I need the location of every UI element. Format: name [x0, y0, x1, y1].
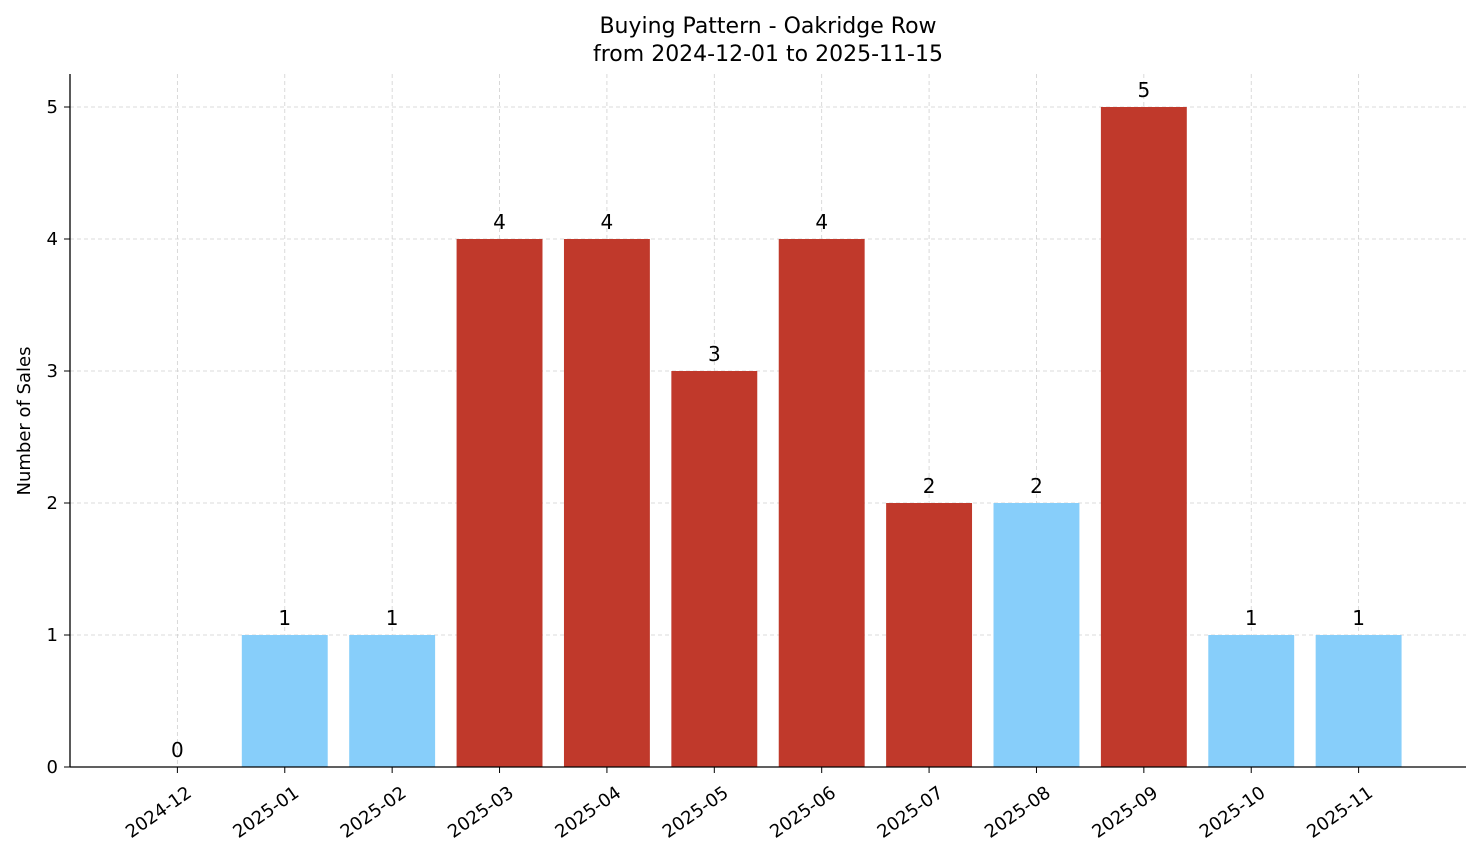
bar: [349, 635, 436, 767]
chart-title: Buying Pattern - Oakridge Row: [599, 14, 936, 39]
x-tick-label: 2025-10: [1196, 782, 1270, 842]
y-tick-label: 3: [47, 361, 58, 382]
data-label: 0: [171, 738, 184, 762]
x-tick-label: 2025-03: [444, 782, 518, 842]
bar: [1315, 635, 1402, 767]
bar: [886, 503, 973, 767]
data-labels: 0 1 1 4 4 3 4 2 2 5 1 1: [171, 78, 1365, 762]
x-tick-label: 2024-12: [122, 782, 196, 842]
x-tick-label: 2025-08: [981, 782, 1055, 842]
bar: [456, 239, 543, 767]
x-tick-label: 2025-01: [229, 782, 303, 842]
y-tick-label: 5: [47, 97, 58, 118]
bar: [563, 239, 650, 767]
bar: [993, 503, 1080, 767]
data-label: 1: [278, 606, 291, 630]
data-label: 4: [493, 210, 506, 234]
data-label: 3: [708, 342, 721, 366]
bar: [1208, 635, 1295, 767]
data-label: 5: [1137, 78, 1150, 102]
bars: [241, 107, 1402, 767]
x-tick-label: 2025-02: [337, 782, 411, 842]
x-tick-label: 2025-09: [1088, 782, 1162, 842]
x-tick-label: 2025-05: [659, 782, 733, 842]
y-tick-label: 1: [47, 625, 58, 646]
x-tick-label: 2025-06: [766, 782, 840, 842]
y-tick-label: 0: [47, 757, 58, 778]
bar: [671, 371, 758, 767]
y-axis-label: Number of Sales: [14, 346, 35, 495]
data-label: 1: [1352, 606, 1365, 630]
bar: [778, 239, 865, 767]
bar: [1100, 107, 1187, 767]
data-label: 1: [386, 606, 399, 630]
bar: [241, 635, 328, 767]
data-label: 4: [815, 210, 828, 234]
x-tick-label: 2025-07: [874, 782, 948, 842]
data-label: 2: [1030, 474, 1043, 498]
y-tick-label: 4: [47, 229, 58, 250]
x-tick-label: 2025-11: [1303, 782, 1377, 842]
chart-subtitle: from 2024-12-01 to 2025-11-15: [593, 42, 943, 67]
data-label: 2: [923, 474, 936, 498]
x-tick-label: 2025-04: [551, 782, 625, 842]
data-label: 1: [1245, 606, 1258, 630]
y-tick-label: 2: [47, 493, 58, 514]
data-label: 4: [601, 210, 614, 234]
